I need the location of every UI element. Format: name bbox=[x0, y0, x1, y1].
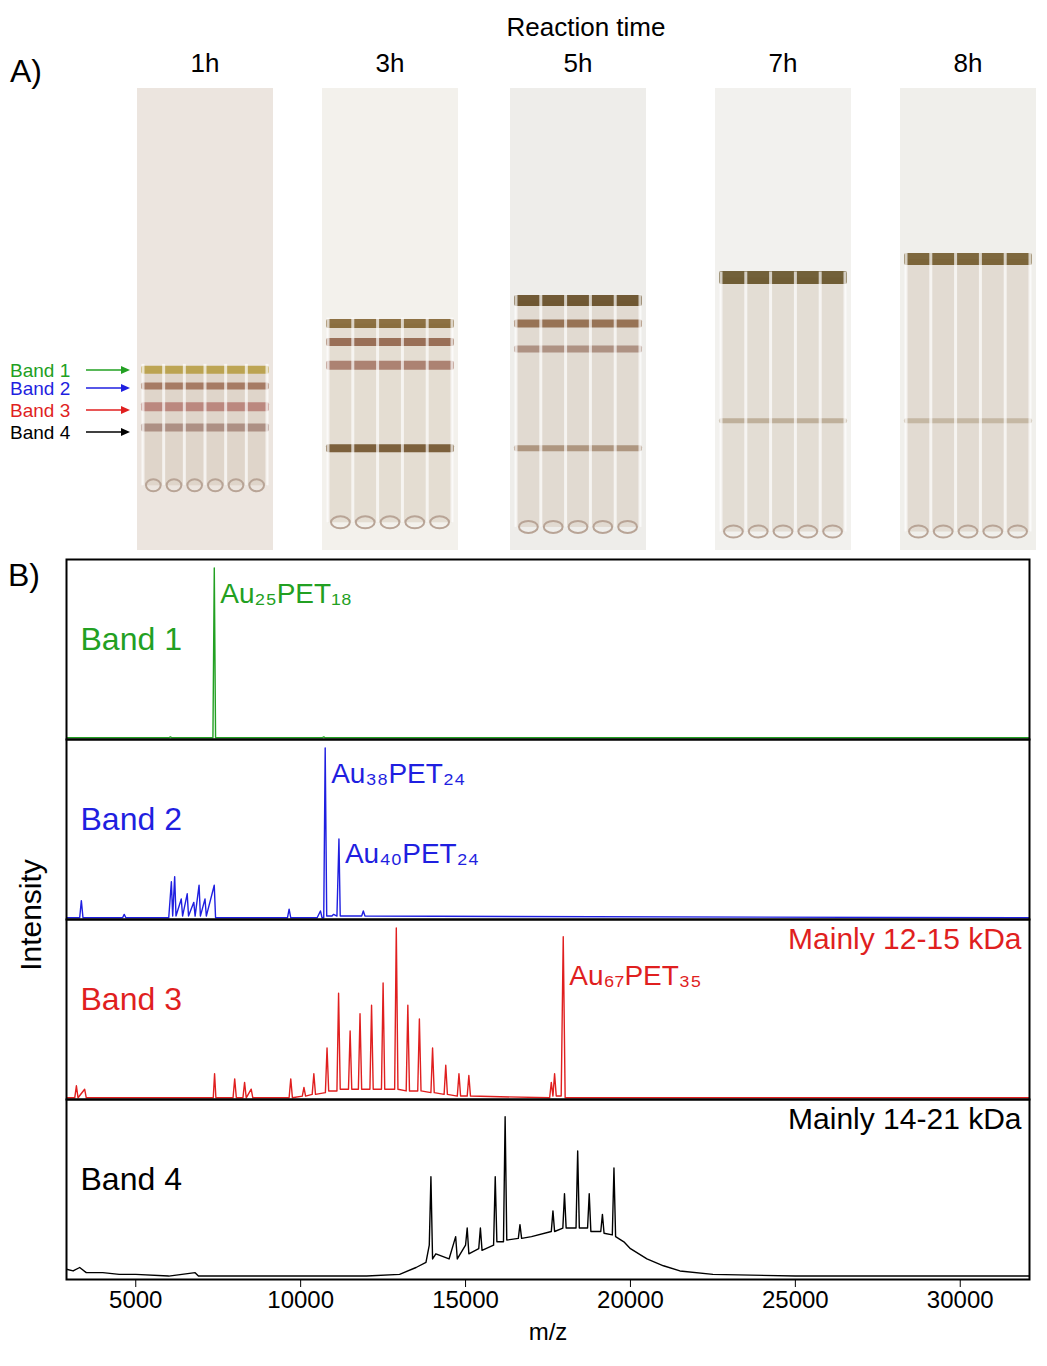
svg-text:Au₃₈PET₂₄: Au₃₈PET₂₄ bbox=[331, 758, 465, 789]
svg-text:30000: 30000 bbox=[927, 1286, 994, 1313]
svg-text:25000: 25000 bbox=[762, 1286, 829, 1313]
svg-text:Au₂₅PET₁₈: Au₂₅PET₁₈ bbox=[220, 578, 352, 609]
svg-text:10000: 10000 bbox=[267, 1286, 334, 1313]
svg-text:Mainly 14-21 kDa: Mainly 14-21 kDa bbox=[788, 1102, 1022, 1135]
svg-text:Band 2: Band 2 bbox=[10, 378, 70, 399]
svg-text:Band 4: Band 4 bbox=[81, 1161, 182, 1197]
svg-text:5000: 5000 bbox=[109, 1286, 162, 1313]
html-text:Intensity: Intensity bbox=[14, 859, 47, 971]
svg-text:Mainly 12-15 kDa: Mainly 12-15 kDa bbox=[788, 922, 1022, 955]
svg-text:3h: 3h bbox=[376, 48, 405, 78]
svg-text:Band 1: Band 1 bbox=[81, 621, 182, 657]
svg-text:15000: 15000 bbox=[432, 1286, 499, 1313]
svg-text:m/z: m/z bbox=[529, 1318, 568, 1345]
svg-text:5h: 5h bbox=[564, 48, 593, 78]
svg-text:Band 3: Band 3 bbox=[10, 400, 70, 421]
svg-text:Band 1: Band 1 bbox=[10, 360, 71, 381]
svg-text:A): A) bbox=[10, 53, 42, 89]
svg-text:Au₆₇PET₃₅: Au₆₇PET₃₅ bbox=[569, 960, 701, 991]
svg-text:Au₄₀PET₂₄: Au₄₀PET₂₄ bbox=[345, 838, 479, 869]
svg-text:Reaction time: Reaction time bbox=[507, 12, 666, 42]
svg-text:8h: 8h bbox=[954, 48, 983, 78]
html-text:B): B) bbox=[8, 557, 40, 593]
svg-text:7h: 7h bbox=[769, 48, 798, 78]
svg-text:1h: 1h bbox=[191, 48, 220, 78]
svg-text:20000: 20000 bbox=[597, 1286, 664, 1313]
svg-text:Band 3: Band 3 bbox=[81, 981, 182, 1017]
svg-text:Band 2: Band 2 bbox=[81, 801, 182, 837]
svg-text:Band 4: Band 4 bbox=[10, 422, 71, 443]
